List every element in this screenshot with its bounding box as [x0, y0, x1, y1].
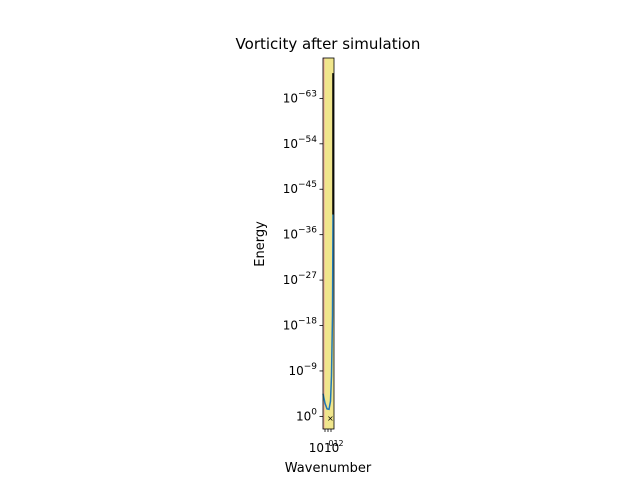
series-line: [322, 214, 334, 411]
y-tick-label: 10−54: [283, 135, 318, 151]
x-tick-label: 1010: [309, 441, 340, 455]
x-axis-label: Wavenumber: [285, 461, 372, 476]
y-tick-label: 10−45: [283, 180, 317, 196]
y-axis-label: Energy: [253, 221, 268, 267]
plot-area: ×: [322, 57, 335, 430]
y-tick-label: 10−9: [288, 362, 317, 378]
y-axis-ticks: 100 10−9 10−18 10−27 10−36 10−45 10−54 10−63: [283, 89, 323, 423]
y-tick-label: 100: [296, 407, 317, 423]
y-tick-label: 10−27: [283, 271, 317, 287]
data-marker: ×: [327, 414, 334, 423]
axes-frame: [322, 57, 335, 430]
y-tick-label: 10−18: [283, 317, 318, 333]
y-tick-label: 10−36: [283, 226, 318, 242]
x-axis-ticks: 1010 012: [309, 429, 344, 455]
shaded-band: [323, 58, 334, 429]
y-tick-label: 10−63: [283, 89, 317, 105]
x-tick-label-small: 012: [328, 439, 343, 448]
chart-title: Vorticity after simulation: [236, 35, 421, 53]
